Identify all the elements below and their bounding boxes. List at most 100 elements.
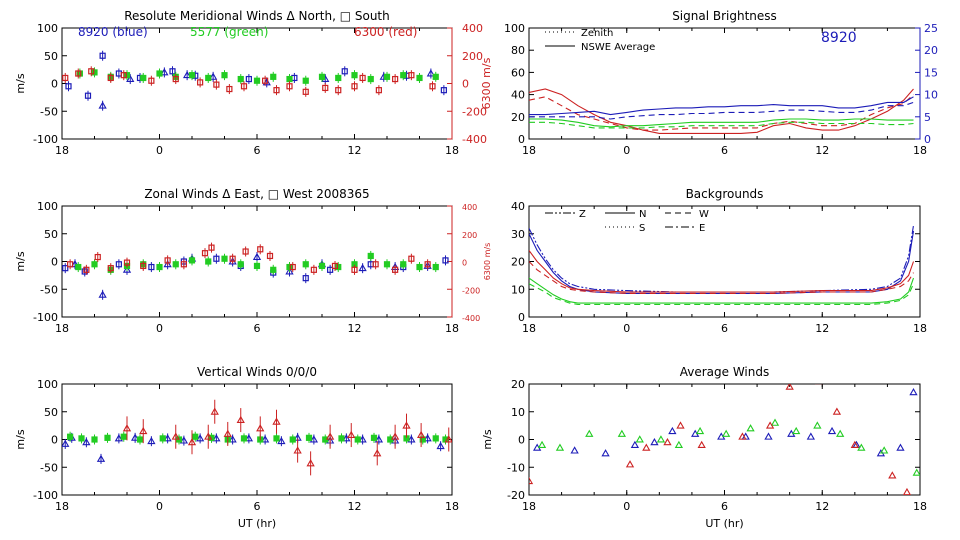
data-point-triangle bbox=[436, 441, 445, 450]
data-point-triangle bbox=[374, 435, 384, 443]
data-point-square bbox=[221, 255, 228, 262]
data-point-square bbox=[440, 87, 447, 94]
data-point-triangle bbox=[179, 436, 189, 444]
data-point-square bbox=[91, 261, 98, 268]
data-point-triangle bbox=[529, 476, 534, 485]
x-tick-label: 12 bbox=[348, 500, 362, 513]
data-point-triangle bbox=[358, 263, 367, 272]
data-point-square bbox=[372, 261, 379, 268]
x-tick-label: 18 bbox=[913, 500, 927, 513]
data-point-square bbox=[383, 73, 391, 80]
data-point-square bbox=[208, 244, 215, 251]
data-point-square bbox=[75, 263, 82, 271]
data-point-square bbox=[120, 433, 127, 440]
data-point-square bbox=[237, 75, 244, 83]
chart-title: Average Winds bbox=[680, 365, 770, 379]
chart-title: Backgrounds bbox=[686, 187, 764, 201]
data-point-square bbox=[62, 74, 69, 82]
data-point-triangle bbox=[676, 421, 685, 429]
data-point-square bbox=[383, 261, 391, 268]
data-point-square bbox=[172, 75, 179, 83]
data-point-triangle bbox=[244, 434, 254, 442]
data-point-triangle bbox=[212, 434, 221, 442]
series-line bbox=[529, 88, 914, 134]
x-tick-label: 18 bbox=[445, 144, 459, 157]
data-point-square bbox=[159, 435, 166, 442]
data-point-square bbox=[78, 435, 85, 442]
panel-p6: Average Winds 18 0 6 12 18 20 10 0 -10 -20 m/s UT (h… bbox=[481, 365, 927, 530]
data-point-square bbox=[148, 77, 155, 84]
data-point-triangle bbox=[814, 384, 824, 385]
y-tick-label: -10 bbox=[507, 461, 525, 474]
data-point-triangle bbox=[82, 437, 91, 446]
data-point-triangle bbox=[746, 424, 755, 432]
y-tick-label: 40 bbox=[511, 89, 525, 102]
data-point-square bbox=[197, 79, 204, 86]
series-line bbox=[529, 121, 914, 129]
y-tick-label: 0 bbox=[518, 133, 525, 146]
data-point-square bbox=[416, 263, 423, 271]
right-y-tick-label: 25 bbox=[924, 22, 938, 35]
data-point-square bbox=[305, 434, 313, 441]
right-y-tick-label: 5 bbox=[924, 111, 931, 124]
x-axis-label: UT (hr) bbox=[705, 517, 743, 530]
data-point-triangle bbox=[325, 432, 335, 440]
data-point-square bbox=[240, 435, 248, 442]
y-axis-label: m/s bbox=[481, 429, 494, 449]
data-point-triangle bbox=[260, 435, 270, 443]
y-tick-label: 20 bbox=[511, 378, 525, 391]
data-point-triangle bbox=[122, 265, 132, 273]
data-point-triangle bbox=[857, 443, 866, 451]
data-point-triangle bbox=[114, 434, 124, 442]
y-tick-label: 40 bbox=[511, 200, 525, 213]
x-tick-label: 0 bbox=[623, 322, 630, 335]
data-point-square bbox=[400, 72, 407, 79]
data-point-square bbox=[253, 77, 261, 84]
data-point-triangle bbox=[888, 471, 897, 479]
data-point-triangle bbox=[277, 436, 286, 445]
chart-title: Resolute Meridional Winds Δ North, □ Sou… bbox=[124, 9, 390, 23]
data-point-square bbox=[83, 266, 90, 273]
data-point-square bbox=[213, 255, 220, 262]
data-point-square bbox=[392, 75, 399, 83]
data-point-square bbox=[237, 261, 244, 268]
data-point-square bbox=[262, 77, 269, 84]
data-point-square bbox=[318, 73, 326, 80]
data-point-triangle bbox=[785, 384, 794, 390]
data-point-triangle bbox=[223, 429, 232, 437]
x-tick-label: 6 bbox=[721, 322, 728, 335]
data-point-square bbox=[94, 253, 101, 261]
data-point-triangle bbox=[407, 435, 416, 443]
data-point-square bbox=[351, 83, 358, 90]
series-line bbox=[529, 225, 915, 293]
chart-title: Vertical Winds 0/0/0 bbox=[197, 365, 317, 379]
data-point-square bbox=[331, 262, 339, 270]
series-line bbox=[529, 277, 915, 304]
data-point-square bbox=[172, 261, 179, 268]
data-point-triangle bbox=[668, 426, 677, 435]
data-point-triangle bbox=[285, 267, 294, 275]
x-tick-label: 0 bbox=[156, 144, 163, 157]
x-tick-label: 18 bbox=[55, 500, 69, 513]
data-point-square bbox=[156, 70, 163, 77]
data-point-square bbox=[226, 85, 233, 93]
y-axis-label: m/s bbox=[14, 73, 27, 93]
data-point-square bbox=[429, 83, 436, 90]
data-point-triangle bbox=[585, 429, 594, 437]
data-layer bbox=[62, 399, 452, 476]
right-y-axis-label: 6300 m/s bbox=[480, 57, 493, 109]
data-point-square bbox=[107, 265, 114, 272]
right-y-tick-label: -200 bbox=[462, 286, 480, 295]
right-y-tick-label: -400 bbox=[462, 314, 480, 323]
right-y-axis-label: 6300 m/s bbox=[483, 243, 492, 281]
data-point-square bbox=[67, 261, 74, 268]
x-tick-label: 0 bbox=[156, 500, 163, 513]
data-point-triangle bbox=[139, 426, 148, 435]
data-point-square bbox=[270, 266, 277, 273]
data-point-square bbox=[270, 73, 277, 80]
data-point-triangle bbox=[642, 443, 651, 451]
x-tick-label: 12 bbox=[348, 144, 362, 157]
